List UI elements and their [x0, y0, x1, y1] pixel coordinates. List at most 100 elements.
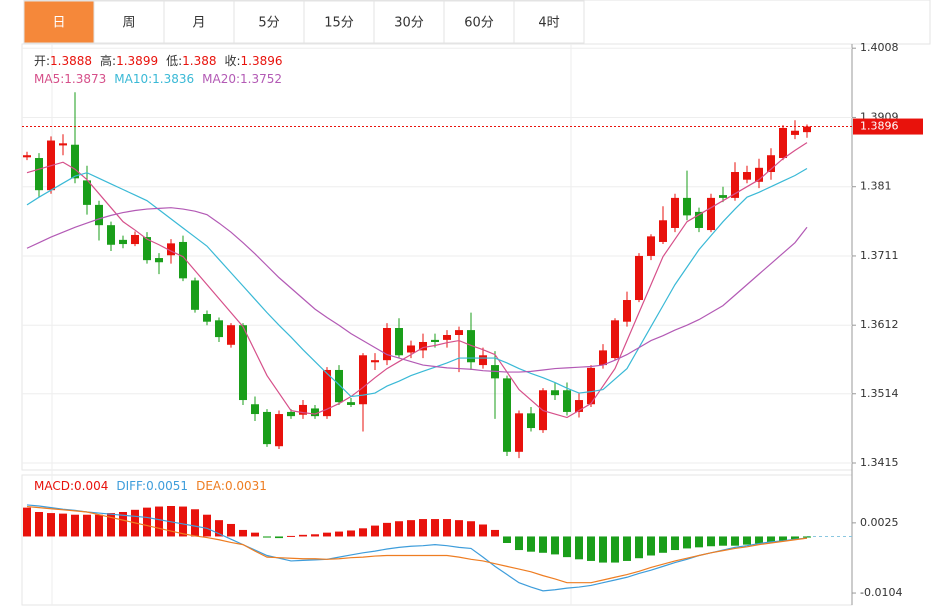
- y-tick-label: 1.4008: [860, 41, 899, 54]
- macd-bar: [191, 509, 199, 537]
- macd-bar: [371, 525, 379, 537]
- macd-bar: [83, 514, 91, 537]
- candle-body: [647, 236, 655, 256]
- candle-body: [431, 339, 439, 342]
- macd-bar: [443, 519, 451, 537]
- macd-bar: [155, 506, 163, 537]
- macd-bar: [503, 536, 511, 543]
- macd-bar: [731, 536, 739, 546]
- legend-value: 1.3873: [64, 72, 106, 86]
- macd-bar: [359, 528, 367, 537]
- macd-bar: [395, 521, 403, 537]
- candle-body: [611, 320, 619, 359]
- candle-body: [287, 411, 295, 417]
- candle-body: [83, 180, 91, 205]
- candle-body: [443, 334, 451, 340]
- macd-bar: [407, 520, 415, 537]
- legend-row: MA5:1.3873 MA10:1.3836 MA20:1.3752: [34, 72, 282, 86]
- tab-label[interactable]: 4时: [538, 16, 559, 31]
- macd-bar: [635, 536, 643, 559]
- ma-line: [26, 207, 808, 373]
- candle-body: [467, 330, 475, 363]
- candle-body: [347, 402, 355, 405]
- legend-row: 开:1.3888 高:1.3899 低:1.388 收:1.3896: [34, 53, 283, 68]
- macd-panel: [21, 474, 853, 606]
- macd-bar: [335, 531, 343, 537]
- macd-bar: [107, 513, 115, 537]
- ma-line: [26, 142, 808, 419]
- macd-bar: [347, 530, 355, 537]
- candle-body: [371, 360, 379, 363]
- candle-body: [575, 400, 583, 412]
- macd-line: [26, 505, 808, 584]
- tab-label[interactable]: 60分: [464, 16, 494, 31]
- tab-label[interactable]: 周: [122, 16, 135, 31]
- candle-body: [143, 237, 151, 261]
- macd-bar: [683, 536, 691, 549]
- tab-label[interactable]: 月: [192, 16, 205, 31]
- legend-value: 1.3836: [152, 72, 194, 86]
- legend-value: 1.388: [182, 54, 216, 68]
- tab[interactable]: [163, 0, 235, 44]
- candle-body: [659, 220, 667, 242]
- last-price-label: 1.3896: [860, 120, 899, 133]
- candle-body: [563, 390, 571, 412]
- tab-label[interactable]: 5分: [258, 16, 279, 31]
- candle-body: [179, 241, 187, 279]
- candle-body: [635, 255, 643, 301]
- tab[interactable]: [513, 0, 585, 44]
- legend-label: MA20:: [202, 72, 240, 86]
- tab[interactable]: [93, 0, 165, 44]
- macd-bar: [767, 536, 775, 543]
- candle-body: [311, 408, 319, 417]
- macd-bar: [419, 519, 427, 537]
- candle-body: [275, 414, 283, 447]
- candle-body: [503, 378, 511, 452]
- macd-bar: [383, 522, 391, 537]
- candle-body: [383, 328, 391, 361]
- candle-body: [95, 204, 103, 226]
- tab-label[interactable]: 30分: [394, 16, 424, 31]
- macd-bar: [299, 534, 307, 537]
- macd-bar: [575, 536, 583, 560]
- candle-body: [227, 325, 235, 345]
- legend-value: 0.004: [74, 479, 108, 493]
- y-tick-label: 0.0025: [860, 516, 899, 529]
- macd-bar: [95, 514, 103, 537]
- candle-body: [707, 197, 715, 231]
- tab[interactable]: [233, 0, 305, 44]
- tab[interactable]: [303, 0, 375, 44]
- macd-bar: [695, 536, 703, 548]
- legend-label: 开:: [34, 54, 50, 68]
- tab-label[interactable]: 15分: [324, 16, 354, 31]
- candle-body: [299, 404, 307, 415]
- macd-bar: [47, 513, 55, 537]
- macd-bar: [587, 536, 595, 561]
- candle-body: [779, 127, 787, 159]
- tab-label[interactable]: 日: [52, 16, 65, 31]
- candle-body: [155, 258, 163, 263]
- candle-body: [395, 328, 403, 356]
- macd-bar: [455, 520, 463, 537]
- legend-value: 1.3896: [241, 54, 283, 68]
- candle-body: [251, 404, 259, 415]
- macd-bar: [263, 536, 271, 538]
- legend-label: DIFF:: [116, 479, 146, 493]
- macd-bar: [287, 535, 295, 537]
- legend-label: 高:: [100, 53, 116, 68]
- candle-body: [335, 369, 343, 403]
- legend-label: MA10:: [114, 72, 152, 86]
- macd-bar: [791, 536, 799, 540]
- y-tick-label: 1.3711: [860, 249, 899, 262]
- candle-body: [107, 225, 115, 245]
- legend-value: 0.0031: [225, 479, 267, 493]
- macd-bar: [719, 536, 727, 546]
- macd-bar: [743, 536, 751, 545]
- candle-body: [323, 369, 331, 417]
- candle-body: [419, 341, 427, 351]
- candle-body: [551, 390, 559, 396]
- candle-body: [23, 155, 31, 158]
- candle-body: [755, 167, 763, 182]
- tab[interactable]: [23, 0, 95, 44]
- legend-label: 收:: [225, 54, 241, 68]
